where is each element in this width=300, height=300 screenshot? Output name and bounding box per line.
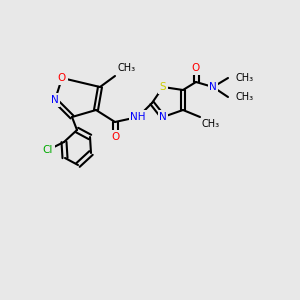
Text: NH: NH [130, 112, 146, 122]
Text: CH₃: CH₃ [236, 92, 254, 102]
Text: N: N [159, 112, 167, 122]
Text: N: N [209, 82, 217, 92]
Text: CH₃: CH₃ [202, 119, 220, 129]
Text: O: O [58, 73, 66, 83]
Text: O: O [192, 63, 200, 73]
Text: CH₃: CH₃ [118, 63, 136, 73]
Text: N: N [51, 95, 59, 105]
Text: Cl: Cl [43, 145, 53, 155]
Text: S: S [160, 82, 166, 92]
Text: O: O [111, 132, 119, 142]
Text: CH₃: CH₃ [236, 73, 254, 83]
